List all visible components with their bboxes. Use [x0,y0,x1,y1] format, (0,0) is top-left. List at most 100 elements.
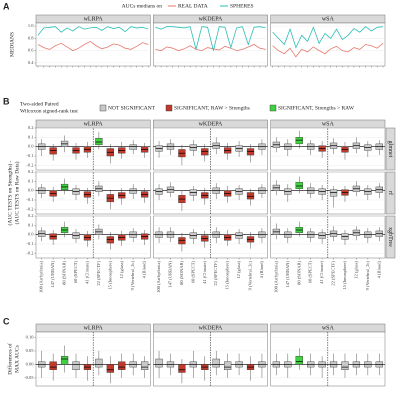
box [72,361,80,371]
y-tick-label: 0.6 [28,48,34,53]
legend-label: SIGNIFICANT, RAW > Strengths [174,105,250,111]
legend-label: SIGNIFICANT, Strengths > RAW [278,105,355,111]
y-tick-label: 0.0 [28,144,34,149]
y-tick-label: 0.10 [26,334,35,339]
facet-label: wSA [322,16,335,22]
x-tick-label: 22 (SPECTF) [96,261,101,286]
series-line [155,44,266,52]
legend-title: AUCs medians on [122,3,163,9]
x-tick-label: 80 (SONAR) [179,261,184,285]
y-tick-label: 0.8 [28,35,34,40]
box [49,147,57,155]
x-tick-label: 15 (Ionosphere) [225,261,230,290]
y-tick-label: -0.1 [26,153,33,158]
panel-background [153,22,268,67]
x-tick-label: 60 (SPECT) [308,261,313,284]
x-tick-label: 12 (glass) [353,261,358,279]
box [178,364,186,373]
y-tick-label: 0.4 [28,60,34,65]
legend-title: Two-sided Paired [20,101,59,107]
facet-label: glmnet [387,141,393,158]
y-tick-label: -0.2 [26,162,33,167]
x-tick-label: 12 (glass) [119,261,124,279]
x-tick-label: 9 (Vertebral_2c) [365,261,370,291]
y-axis-title: (AUC TESTS on Strengths) - [6,160,13,225]
y-tick-label: 0.05 [26,348,35,353]
x-tick-label: 60 (SPECT) [73,261,78,284]
box [95,138,103,145]
y-axis-title: MAX AUCs [14,345,20,373]
box [106,236,114,244]
x-tick-label: 4 (Blood) [259,260,264,278]
facet-label: wLRPA [84,325,104,331]
y-tick-label: -0.2 [26,250,33,255]
x-tick-label: 100 (Arrhythmia) [156,261,161,293]
x-tick-label: 15 (Ionosphere) [107,261,112,290]
y-tick-label: 0.0 [28,232,34,237]
box [201,148,209,156]
y-tick-label: 0.0 [28,188,34,193]
legend-label: REAL DATA [178,3,208,9]
facet-label: wLRPA [84,121,104,127]
x-tick-label: 9 (Vertebral_2c) [130,261,135,291]
y-tick-label: -0.1 [26,197,33,202]
x-tick-label: 22 (SPECTF) [331,261,336,286]
facet-label: wSA [322,325,335,331]
facet-strip [385,127,396,171]
series-line [155,26,266,51]
box [329,189,338,197]
panel-label: C [3,316,10,326]
series-line [272,42,384,58]
y-tick-label: 0.1 [28,178,34,183]
facet-label: rf [387,191,394,195]
box [106,364,114,373]
series-line [37,40,149,52]
facet-label: wLRPA [84,16,104,22]
y-tick-label: 0.2 [28,169,34,174]
legend-swatch [269,104,277,112]
box [118,361,126,371]
box [212,358,220,368]
y-tick-label: -0.1 [26,241,33,246]
box [224,361,232,371]
y-tick-label: 1.0 [28,23,34,28]
x-tick-label: 41 (Climate) [319,261,324,284]
facet-strip [385,215,396,259]
y-axis-title: (AUC TESTS on Raw Data) [13,161,20,224]
series-line [37,26,149,36]
panel-label: B [3,96,10,106]
y-tick-label: -0.05 [24,375,34,380]
legend-swatch [99,104,107,112]
box [129,188,137,194]
box [295,182,303,189]
box [246,192,255,200]
facet-label: wKDEPA [199,121,223,127]
x-tick-label: 9 (Vertebral_2c) [248,261,253,291]
legend-swatch [165,104,173,112]
x-tick-label: 60 (SPECT) [190,261,195,284]
facet-label: xgbTree [387,227,393,247]
x-tick-label: 100 (Arrhythmia) [273,261,278,293]
box [140,361,149,371]
legend-label: NOT SIGNIFICANT [108,105,156,111]
panel-label: A [3,1,10,11]
box [129,144,137,150]
facet-label: wSA [322,121,335,127]
x-tick-label: 4 (Blood) [142,260,147,278]
facet-strip [385,171,396,215]
legend-label: SPHERES [230,3,254,9]
box [95,358,103,368]
box [295,356,303,365]
x-tick-label: 147 (URBAN) [285,260,290,287]
box [60,356,69,365]
x-tick-label: 41 (Climate) [84,261,89,284]
x-tick-label: 147 (URBAN) [168,260,173,287]
series-line [272,26,384,49]
x-tick-label: 100 (Arrhythmia) [39,261,44,293]
box [155,358,163,368]
y-tick-label: 0.2 [28,213,34,218]
x-tick-label: 41 (Climate) [202,261,207,284]
x-tick-label: 22 (SPECTF) [213,261,218,286]
y-tick-label: -0.2 [26,206,33,211]
